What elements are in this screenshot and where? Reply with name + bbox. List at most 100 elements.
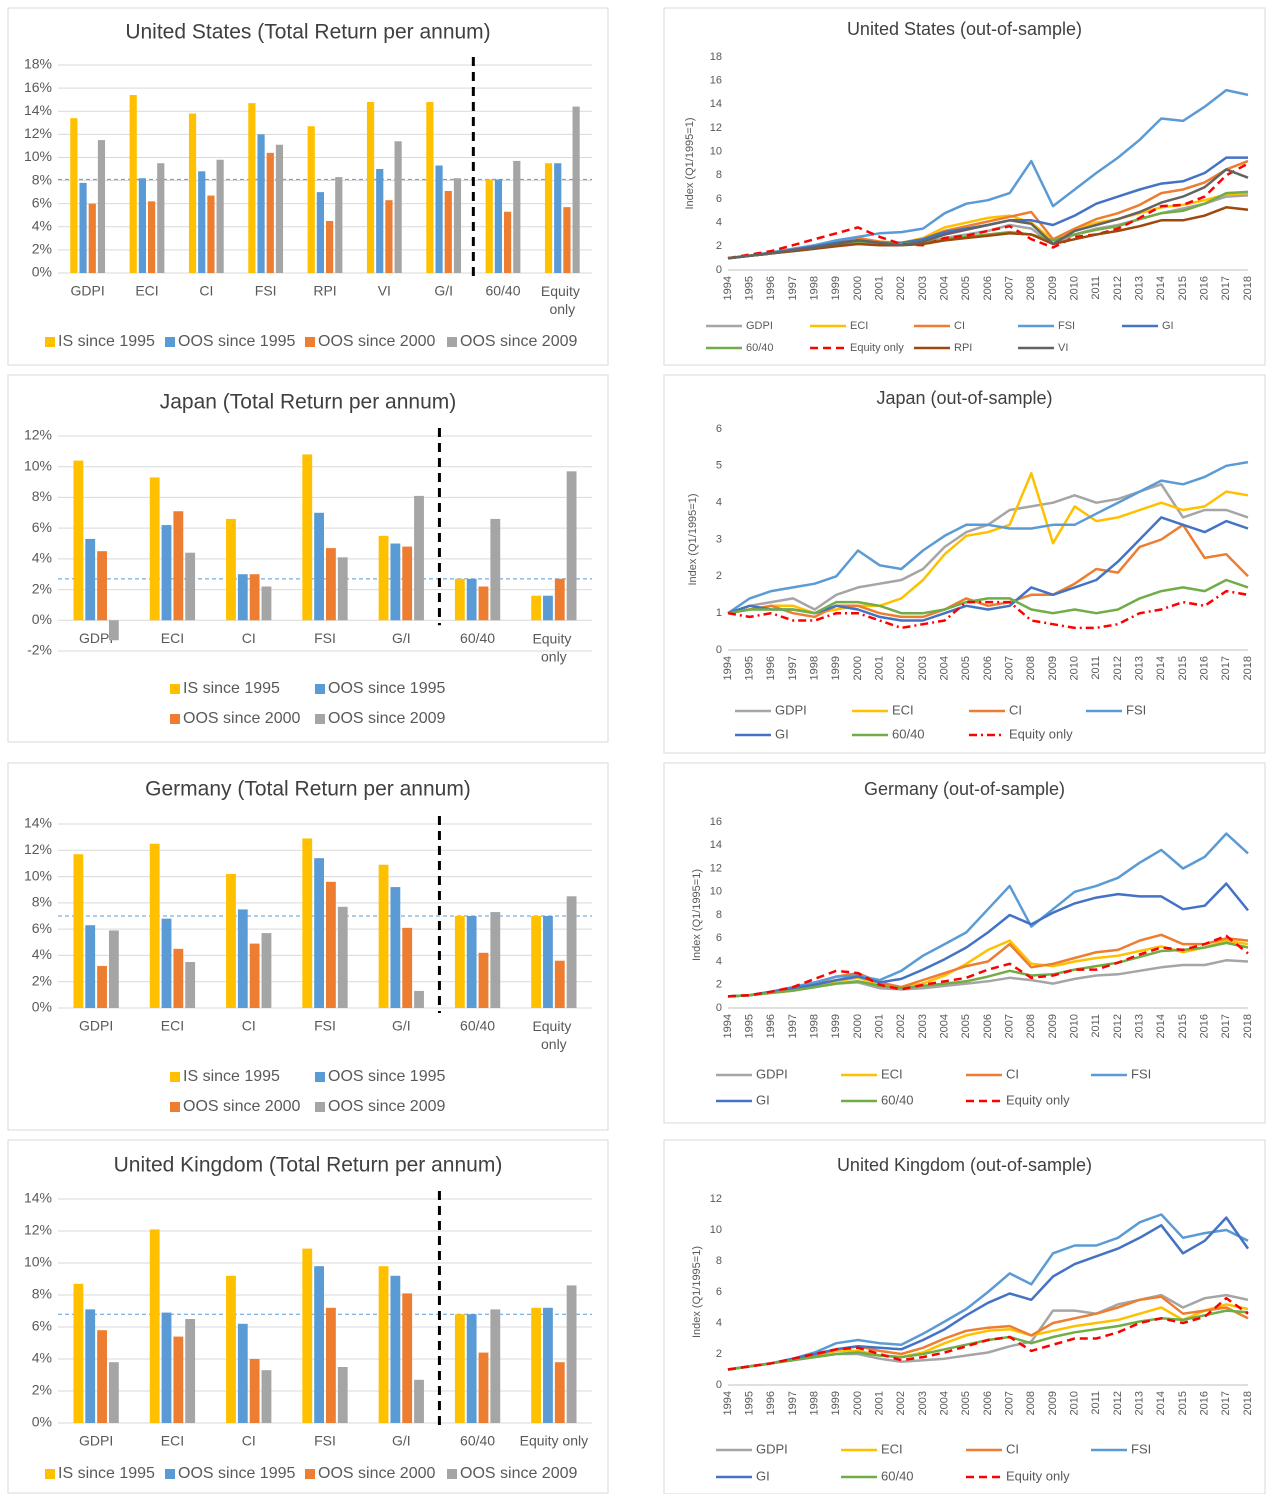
bar (261, 1370, 272, 1423)
bar (454, 916, 465, 1008)
bar (366, 101, 375, 273)
x-tick-label: 2011 (1090, 1014, 1102, 1038)
bar (378, 864, 389, 1008)
bar (531, 1307, 542, 1423)
bar (478, 586, 489, 621)
legend-label: IS since 1995 (183, 680, 280, 697)
chart-title: United Kingdom (out-of-sample) (837, 1155, 1092, 1175)
legend-label: GI (756, 1468, 770, 1483)
x-tick-label: 2001 (874, 1391, 886, 1415)
x-tick-label: 2012 (1112, 1014, 1124, 1038)
legend-swatch (170, 684, 180, 694)
x-tick-label: 2009 (1047, 1391, 1059, 1415)
legend-swatch (165, 337, 175, 347)
legend-label: OOS since 2009 (328, 710, 446, 727)
bar (129, 95, 137, 274)
bar (414, 1379, 424, 1423)
bar (544, 163, 553, 273)
y-tick-label: 12 (710, 1193, 722, 1205)
x-tick-label: 2008 (1025, 276, 1037, 300)
y-tick-label: 2 (716, 1348, 722, 1360)
y-tick-label: 6% (32, 519, 52, 535)
chart-title: Japan (Total Return per annum) (160, 391, 457, 414)
bar (173, 511, 184, 621)
series-line (727, 523, 1249, 619)
x-tick-label: 1994 (722, 276, 734, 300)
x-tick-label: VI (378, 283, 391, 299)
series-line (727, 1296, 1249, 1371)
series-line (727, 578, 1249, 615)
bar (185, 1319, 196, 1423)
bar (385, 200, 393, 273)
bar (266, 152, 274, 273)
bar (376, 169, 384, 273)
y-tick-label: 4% (32, 217, 52, 233)
x-tick-label: RPI (313, 283, 336, 299)
series-line (727, 168, 1249, 260)
x-tick-label: 1997 (787, 276, 799, 300)
chart-title: Germany (Total Return per annum) (145, 778, 471, 801)
bar (149, 1229, 160, 1423)
x-tick-label: 2015 (1177, 276, 1189, 300)
bar (490, 1309, 501, 1423)
bar (316, 192, 324, 273)
x-tick-label: ECI (161, 1018, 184, 1034)
x-tick-label: 2018 (1242, 1391, 1254, 1415)
x-tick-label: Equity only (532, 1018, 575, 1052)
x-tick-label: 1998 (809, 656, 821, 680)
panel (663, 7, 1266, 366)
bar (216, 159, 224, 273)
x-tick-label: 2005 (960, 1391, 972, 1415)
x-tick-label: 2010 (1069, 1391, 1081, 1415)
bar (261, 586, 272, 621)
x-tick-label: 2017 (1220, 276, 1232, 300)
legend-label: OOS since 2000 (318, 1465, 436, 1482)
x-tick-label: 2017 (1220, 1014, 1232, 1038)
x-tick-label: 2005 (960, 1014, 972, 1038)
bar (390, 543, 401, 621)
x-tick-label: 1996 (765, 276, 777, 300)
x-tick-label: 1994 (722, 656, 734, 680)
y-tick-label: 6% (32, 1318, 52, 1334)
x-tick-label: 2007 (1004, 1391, 1016, 1415)
y-tick-label: 8% (32, 171, 52, 187)
x-tick-label: 2008 (1025, 1014, 1037, 1038)
chart-title: Japan (out-of-sample) (876, 388, 1052, 408)
legend-label: 60/40 (892, 726, 925, 741)
legend-label: OOS since 2000 (183, 710, 301, 727)
y-tick-label: 5 (716, 460, 722, 472)
legend-swatch (447, 337, 457, 347)
y-tick-label: 2% (32, 1382, 52, 1398)
bar (70, 118, 78, 274)
x-tick-label: 2002 (895, 276, 907, 300)
x-tick-label: CI (242, 630, 256, 646)
x-tick-label: 60/40 (485, 283, 520, 299)
x-tick-label: 2003 (917, 276, 929, 300)
y-tick-label: 2 (716, 240, 722, 252)
y-tick-label: 16 (710, 816, 722, 828)
y-tick-label: 4 (716, 497, 722, 509)
x-tick-label: 2005 (960, 656, 972, 680)
bar (554, 960, 565, 1008)
y-tick-label: 4% (32, 1350, 52, 1366)
x-tick-label: 1995 (744, 656, 756, 680)
legend-swatch (447, 1469, 457, 1479)
x-tick-label: 60/40 (460, 1433, 495, 1449)
series-line (727, 941, 1249, 998)
x-tick-label: 1999 (830, 1014, 842, 1038)
y-tick-label: 6% (32, 920, 52, 936)
y-tick-label: 12% (24, 427, 52, 443)
y-tick-label: 4 (716, 1317, 722, 1329)
x-tick-label: 2009 (1047, 276, 1059, 300)
legend-swatch (315, 1072, 325, 1082)
bar (454, 1314, 465, 1423)
bar (149, 843, 160, 1008)
x-tick-label: 2003 (917, 1014, 929, 1038)
bar (302, 838, 313, 1008)
x-tick-label: 2017 (1220, 656, 1232, 680)
y-tick-label: 14% (24, 102, 52, 118)
y-tick-label: 12 (710, 122, 722, 134)
y-axis-label: Index (Q1/1995=1) (687, 493, 699, 585)
bar (249, 1359, 260, 1423)
x-tick-label: GDPI (79, 1018, 113, 1034)
